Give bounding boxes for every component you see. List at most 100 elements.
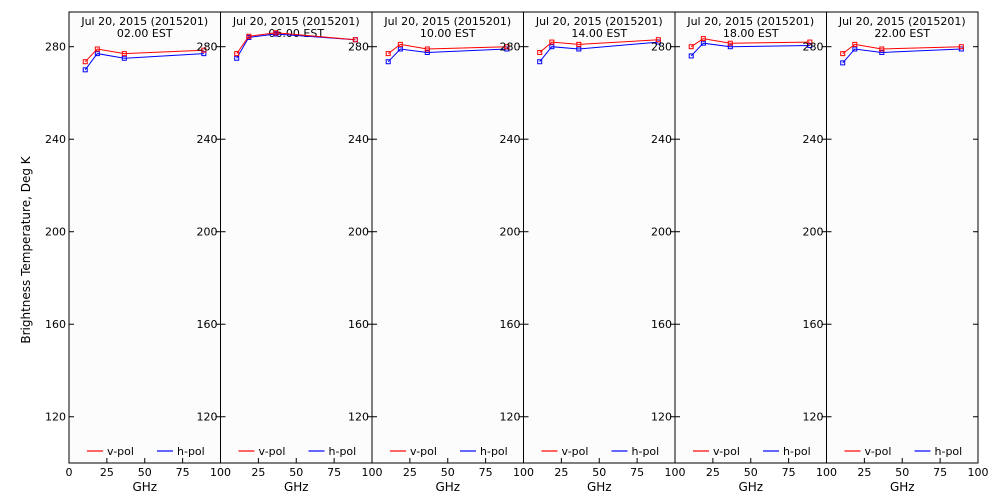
series-line-v-pol [842, 43, 962, 54]
y-tick-label: 120 [45, 411, 66, 424]
series-line-v-pol [84, 48, 204, 63]
panel-title: Jul 20, 2015 (2015201) [686, 15, 814, 28]
x-tick-label: 75 [479, 466, 493, 479]
panel-subtitle: 10.00 EST [420, 27, 476, 40]
data-point-v-pol [700, 36, 706, 42]
data-point-v-pol [688, 44, 694, 50]
panel-2: 120 160 200 240 280 25 50 75 100 GHz Jul 20, 2015 … [197, 11, 383, 494]
panel-subtitle: 02.00 EST [117, 27, 173, 40]
x-tick-label: 75 [176, 466, 190, 479]
panel-frame [826, 11, 979, 464]
x-axis-label: GHz [435, 480, 460, 494]
series-line-h-pol [842, 48, 962, 64]
x-tick-label: 50 [895, 466, 909, 479]
panel-frame [523, 11, 676, 464]
panel-subtitle: 22.00 EST [874, 27, 930, 40]
legend-label-v-pol: v-pol [865, 445, 892, 458]
x-tick-label: 100 [210, 466, 231, 479]
y-tick-label: 200 [803, 226, 824, 239]
x-tick-label: 100 [665, 466, 686, 479]
panel-3: 120 160 200 240 280 25 50 75 100 GHz Jul 20, 2015 … [348, 11, 534, 494]
series-line-v-pol [387, 43, 507, 54]
y-tick-label: 160 [803, 318, 824, 331]
panel-frame [220, 11, 373, 464]
x-tick-label: 25 [251, 466, 265, 479]
y-tick-label: 120 [348, 411, 369, 424]
y-tick-label: 200 [651, 226, 672, 239]
panel-title: Jul 20, 2015 (2015201) [80, 15, 208, 28]
series-line-h-pol [539, 41, 659, 63]
y-tick-label: 280 [45, 41, 66, 54]
y-tick-label: 280 [197, 41, 218, 54]
x-tick-label: 25 [706, 466, 720, 479]
y-tick-label: 240 [197, 133, 218, 146]
data-point-v-pol [273, 30, 279, 36]
series-line-v-pol [539, 39, 659, 53]
panel-title: Jul 20, 2015 (2015201) [535, 15, 663, 28]
y-tick-label: 200 [500, 226, 521, 239]
data-point-h-pol [201, 51, 207, 57]
legend-label-h-pol: h-pol [177, 445, 205, 458]
data-point-h-pol [727, 44, 733, 50]
x-tick-label: 100 [362, 466, 383, 479]
series-line-v-pol [236, 32, 356, 54]
y-tick-label: 240 [45, 133, 66, 146]
data-point-v-pol [352, 37, 358, 43]
data-point-v-pol [879, 46, 885, 52]
x-tick-label: 50 [441, 466, 455, 479]
legend-label-v-pol: v-pol [259, 445, 286, 458]
y-tick-label: 160 [500, 318, 521, 331]
series-line-v-pol [690, 38, 810, 48]
data-point-h-pol [840, 60, 846, 66]
x-tick-label: 50 [289, 466, 303, 479]
legend-label-v-pol: v-pol [410, 445, 437, 458]
x-axis-label: GHz [132, 480, 157, 494]
legend-label-v-pol: v-pol [562, 445, 589, 458]
data-point-h-pol [94, 51, 100, 57]
panel-frame [674, 11, 827, 464]
data-point-v-pol [121, 51, 127, 57]
x-axis-label: GHz [890, 480, 915, 494]
data-point-h-pol [397, 46, 403, 52]
x-axis-label: GHz [587, 480, 612, 494]
panel-subtitle: 06.00 EST [268, 27, 324, 40]
x-tick-label: 100 [513, 466, 534, 479]
data-point-h-pol [537, 59, 543, 65]
data-point-h-pol [807, 43, 813, 49]
data-point-v-pol [840, 51, 846, 57]
y-tick-label: 200 [45, 226, 66, 239]
x-tick-label: 25 [403, 466, 417, 479]
x-tick-label: 75 [630, 466, 644, 479]
data-point-v-pol [655, 37, 661, 43]
data-point-h-pol [549, 44, 555, 50]
x-tick-label: 25 [554, 466, 568, 479]
data-point-v-pol [385, 51, 391, 57]
legend-label-v-pol: v-pol [107, 445, 134, 458]
panel-title: Jul 20, 2015 (2015201) [838, 15, 966, 28]
data-point-v-pol [246, 33, 252, 39]
data-point-h-pol [234, 55, 240, 61]
panel-title: Jul 20, 2015 (2015201) [383, 15, 511, 28]
data-point-v-pol [549, 39, 555, 45]
y-tick-label: 280 [803, 41, 824, 54]
data-point-v-pol [201, 47, 207, 53]
y-tick-label: 160 [651, 318, 672, 331]
panel-subtitle: 14.00 EST [571, 27, 627, 40]
y-tick-label: 240 [348, 133, 369, 146]
y-tick-label: 160 [197, 318, 218, 331]
data-point-h-pol [424, 49, 430, 55]
series-line-h-pol [690, 42, 810, 57]
x-tick-label: 0 [66, 466, 73, 479]
data-point-v-pol [727, 40, 733, 46]
y-tick-label: 280 [651, 41, 672, 54]
data-point-v-pol [958, 44, 964, 50]
series-line-h-pol [387, 48, 507, 63]
legend-label-h-pol: h-pol [632, 445, 660, 458]
data-point-v-pol [397, 41, 403, 47]
y-tick-label: 280 [348, 41, 369, 54]
panel-title: Jul 20, 2015 (2015201) [232, 15, 360, 28]
y-tick-label: 120 [197, 411, 218, 424]
y-tick-label: 120 [803, 411, 824, 424]
data-point-v-pol [94, 46, 100, 52]
